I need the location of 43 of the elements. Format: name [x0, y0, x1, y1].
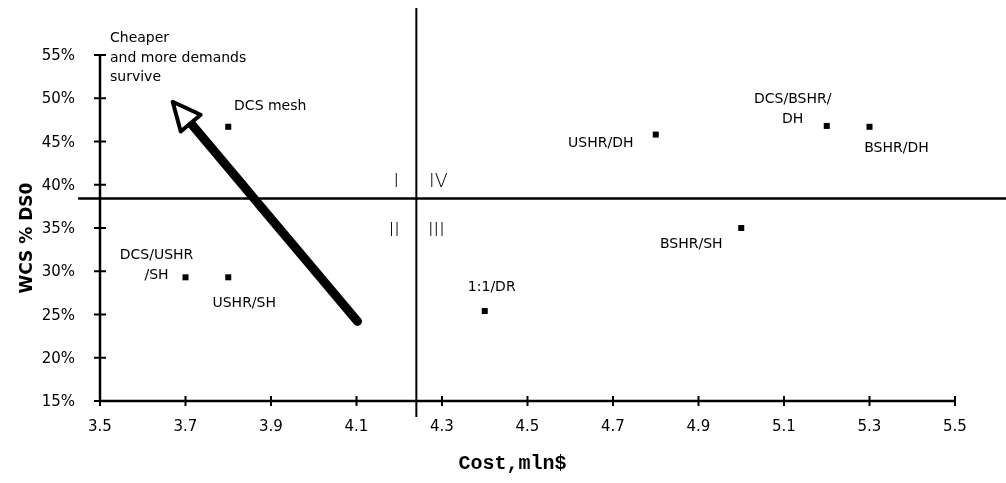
y-tick-label: 25% — [41, 305, 75, 324]
point — [652, 131, 659, 138]
point — [225, 123, 232, 130]
annotation: IV — [429, 168, 448, 191]
x-tick-label: 4.7 — [601, 417, 625, 435]
point — [866, 123, 873, 130]
point — [225, 274, 232, 281]
y-tick-label: 40% — [41, 175, 75, 194]
y-tick-label: 15% — [41, 392, 75, 410]
x-tick-label: 5.3 — [857, 417, 882, 435]
x-tick-label: 4.1 — [344, 417, 369, 435]
x-tick-label: 4.9 — [686, 417, 711, 435]
annotation: USHR/SH — [212, 294, 277, 311]
annotation: 1:1/DR — [467, 278, 516, 295]
annotation: DCS/BSHR/ DH — [754, 89, 832, 126]
annotation: I — [393, 168, 400, 191]
annotation: DCS mesh — [234, 96, 307, 113]
y-tick-label: 45% — [41, 132, 75, 151]
point — [182, 274, 189, 281]
annotation: III — [427, 217, 445, 240]
x-tick-label: 3.5 — [88, 417, 112, 435]
annotation: II — [388, 217, 400, 240]
point — [823, 122, 830, 129]
y-tick-label: 30% — [41, 262, 75, 281]
x-tick-label: 4.3 — [430, 417, 454, 435]
y-tick-label: 35% — [41, 219, 75, 237]
annotation: DCS/USHR /SH — [119, 246, 194, 282]
point — [481, 308, 488, 315]
annotation: Cheaper and more demands survive — [110, 29, 247, 85]
x-tick-label: 3.9 — [259, 417, 283, 435]
annotation: BSHR/DH — [864, 138, 929, 155]
annotation: BSHR/SH — [659, 235, 723, 251]
annotation: USHR/DH — [568, 133, 634, 150]
x-tick-label: 4.5 — [515, 417, 540, 435]
x-tick-label: 5.1 — [772, 417, 796, 435]
y-tick-label: 20% — [41, 348, 75, 367]
x-tick-label: 3.7 — [173, 417, 198, 435]
y-tick-label: 55% — [41, 46, 75, 64]
point — [738, 225, 745, 231]
x-axis-title: Cost,mln$ — [458, 452, 567, 475]
y-axis-title: WCS % DS0 — [16, 182, 36, 294]
x-tick-label: 5.5 — [943, 417, 967, 435]
y-tick-label: 50% — [41, 89, 75, 108]
